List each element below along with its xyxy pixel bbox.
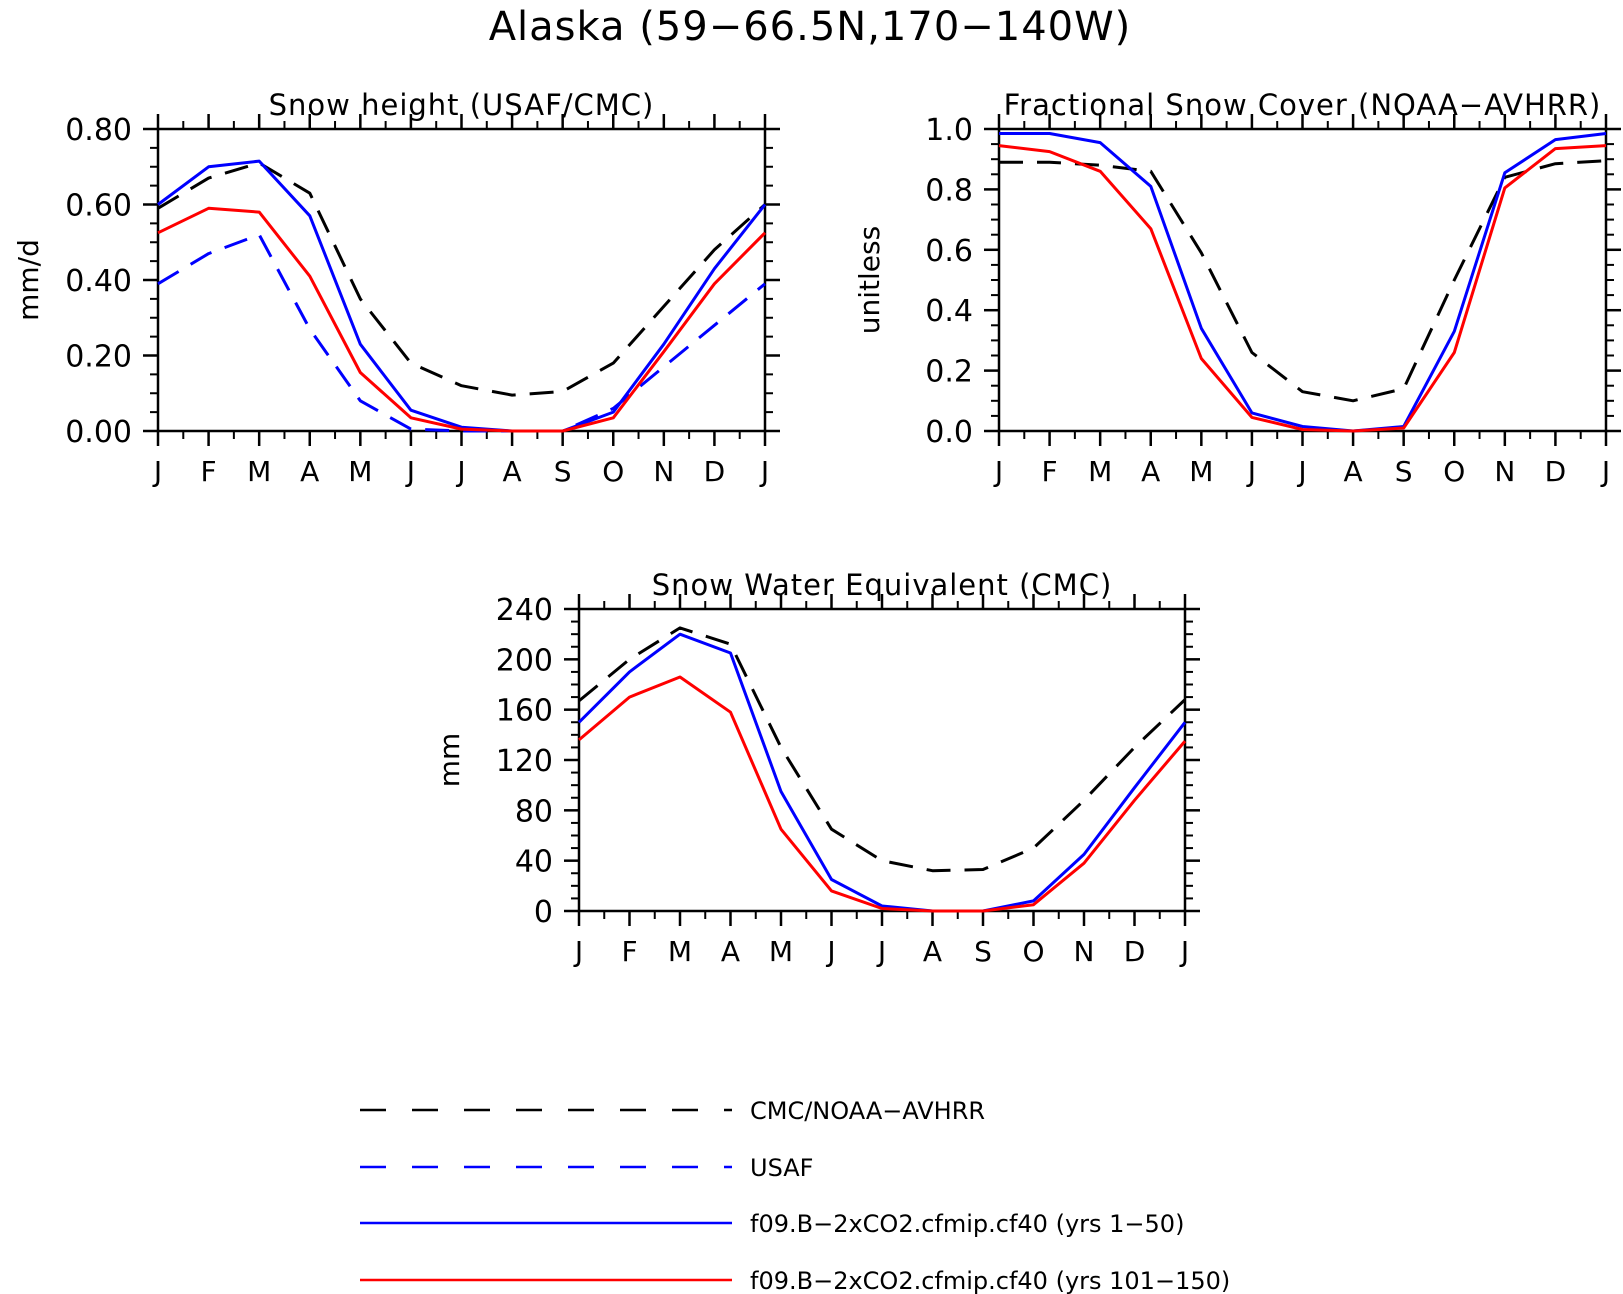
chart-panel-1: Snow height (USAF/CMC)mm/dJ F M A M J J A S O N D J0… <box>12 88 780 488</box>
x-tick-label: M <box>1189 455 1213 488</box>
y-axis-label: unitless <box>853 226 886 334</box>
x-tick-label: F <box>1042 455 1058 488</box>
x-tick-label: O <box>602 455 624 488</box>
y-tick-label: 0.00 <box>65 415 132 450</box>
x-tick-label: N <box>1494 455 1515 488</box>
x-tick-label: J <box>759 455 769 488</box>
series-line-2 <box>157 233 766 433</box>
plot-frame <box>577 607 1187 913</box>
y-tick-label: 80 <box>515 794 553 829</box>
series-line-2 <box>999 132 1607 433</box>
y-tick-label: 0.80 <box>65 113 132 148</box>
x-tick-label: A <box>721 935 740 968</box>
x-tick-label: O <box>1443 455 1465 488</box>
x-tick-label: M <box>348 455 372 488</box>
x-tick-label: M <box>668 935 692 968</box>
x-tick-label: F <box>201 455 217 488</box>
chart-panel-3: Snow Water Equivalent (CMC)mmJ F M A M J J A S O N… <box>433 568 1200 968</box>
x-tick-label: A <box>1141 455 1160 488</box>
x-tick-label: N <box>1074 935 1095 968</box>
x-tick-label: J <box>825 935 835 968</box>
y-tick-label: 0.6 <box>925 234 973 269</box>
x-tick-label: J <box>1600 455 1610 488</box>
x-tick-label: J <box>1179 935 1189 968</box>
y-tick-label: 0.2 <box>925 355 973 390</box>
legend-label-3: f09.B−2xCO2.cfmip.cf40 (yrs 1−50) <box>750 1210 1184 1238</box>
figure-title: Alaska (59−66.5N,170−140W) <box>489 4 1132 50</box>
y-tick-label: 1.0 <box>925 113 973 148</box>
y-tick-label: 0.8 <box>925 173 973 208</box>
y-tick-label: 0.0 <box>925 415 973 450</box>
y-tick-label: 0.40 <box>65 264 132 299</box>
y-tick-label: 40 <box>515 845 553 880</box>
series-line-3 <box>998 144 1607 433</box>
x-tick-label: M <box>247 455 271 488</box>
y-tick-label: 120 <box>496 744 553 779</box>
y-tick-label: 0.4 <box>925 294 973 329</box>
x-tick-label: D <box>704 455 726 488</box>
series-line-3 <box>578 675 1187 913</box>
series-line-2 <box>577 632 1187 913</box>
x-tick-label: F <box>621 935 637 968</box>
legend: CMC/NOAA−AVHRR USAF f09.B−2xCO2.cfmip.cf40… <box>360 1097 1230 1294</box>
x-tick-label: N <box>653 455 674 488</box>
y-axis-label: mm <box>433 733 466 788</box>
y-tick-label: 160 <box>496 694 553 729</box>
series-line-1 <box>157 161 767 397</box>
x-tick-label: J <box>993 455 1003 488</box>
y-tick-label: 200 <box>496 643 553 678</box>
x-tick-label: D <box>1124 935 1146 968</box>
x-tick-label: S <box>974 935 992 968</box>
x-tick-label: J <box>405 455 415 488</box>
series-line-1 <box>578 626 1187 873</box>
x-tick-label: O <box>1022 935 1044 968</box>
series-line-3 <box>157 159 767 433</box>
series-line-4 <box>157 206 767 433</box>
x-tick-label: J <box>573 935 583 968</box>
x-tick-label: A <box>503 455 522 488</box>
x-tick-label: M <box>769 935 793 968</box>
chart-panel-2: Fractional Snow Cover (NOAA−AVHRR)unitle… <box>853 88 1621 488</box>
x-tick-label: J <box>152 455 162 488</box>
x-tick-label: S <box>1395 455 1413 488</box>
x-tick-label: A <box>923 935 942 968</box>
legend-label-1: CMC/NOAA−AVHRR <box>750 1097 985 1125</box>
y-tick-label: 0.60 <box>65 189 132 224</box>
x-tick-label: M <box>1088 455 1112 488</box>
x-tick-label: J <box>1246 455 1256 488</box>
x-tick-label: D <box>1545 455 1567 488</box>
x-tick-label: J <box>1296 455 1306 488</box>
chart-panels: Snow height (USAF/CMC)mm/dJ F M A M J J A S O N D J0… <box>12 88 1621 968</box>
x-tick-label: J <box>876 935 886 968</box>
x-tick-label: S <box>554 455 572 488</box>
x-tick-label: A <box>300 455 319 488</box>
legend-label-4: f09.B−2xCO2.cfmip.cf40 (yrs 101−150) <box>750 1267 1230 1294</box>
y-axis-label: mm/d <box>12 239 45 321</box>
y-tick-label: 0 <box>534 895 553 930</box>
x-tick-label: J <box>455 455 465 488</box>
series-line-1 <box>999 159 1607 403</box>
legend-label-2: USAF <box>750 1154 813 1182</box>
y-tick-label: 0.20 <box>65 340 132 375</box>
y-tick-label: 240 <box>496 593 553 628</box>
x-tick-label: A <box>1344 455 1363 488</box>
